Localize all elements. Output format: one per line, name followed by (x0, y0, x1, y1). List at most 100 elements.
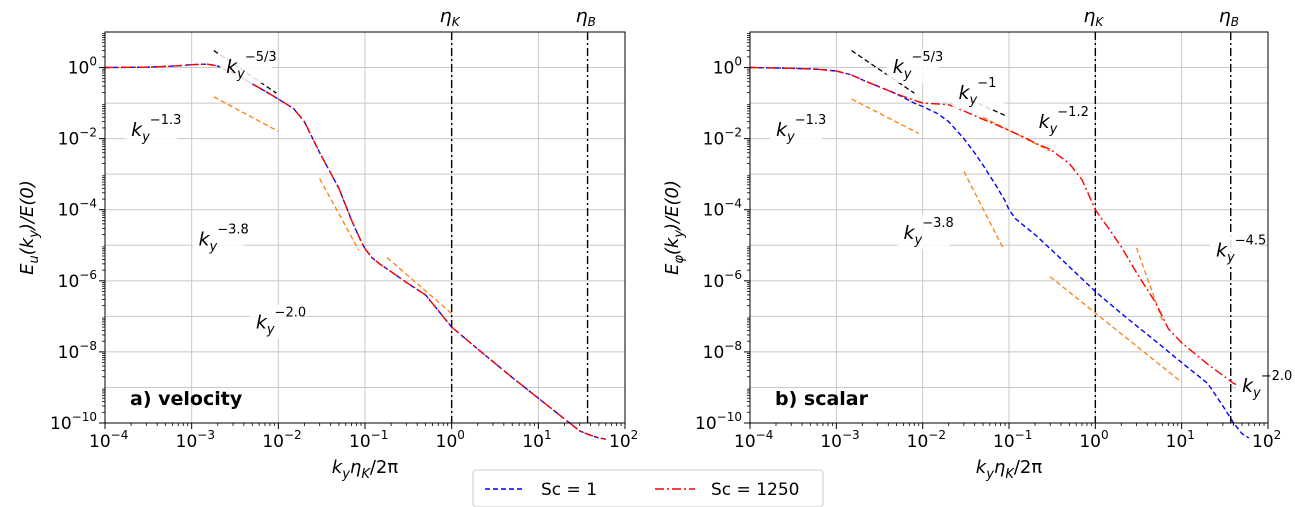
x-tick-exponent: 1 (1187, 428, 1195, 442)
slope-label-subscript: y (1252, 386, 1261, 401)
vline-label-symbol: η (576, 5, 588, 27)
x-tick-exponent: 0 (1101, 428, 1109, 442)
slope-label-subscript: y (1049, 122, 1058, 137)
x-axis-label-rest: /2π (370, 457, 399, 478)
vline-label-symbol: η (1083, 5, 1095, 27)
x-axis-label-sub-y: y (985, 467, 994, 482)
slope-label: ky −3.8 (904, 216, 954, 248)
x-tick-base: 10 (609, 432, 631, 452)
slope-label-base: k (256, 312, 268, 334)
x-tick-base: 10 (907, 432, 929, 452)
y-tick-label: 10−2 (703, 126, 742, 150)
x-tick-exponent: 2 (631, 428, 639, 442)
y-tick-exponent: −8 (724, 339, 742, 353)
y-tick-label: 10−6 (703, 268, 742, 292)
vline-label-subscript: B (1231, 15, 1239, 29)
vline-label-subscript: K (1095, 15, 1104, 29)
y-tick-exponent: −6 (724, 268, 742, 282)
slope-label-exponent: −1.2 (1057, 105, 1089, 120)
slope-label: ky−1.3 (131, 113, 181, 145)
reference-slope-line (1049, 276, 1183, 383)
y-axis-label-k: (k (662, 236, 683, 255)
vline-label-subscript: B (588, 15, 596, 29)
x-tick-exponent: −1 (371, 428, 389, 442)
y-tick-base: 10 (58, 343, 80, 363)
slope-label-exponent: −2.0 (1261, 369, 1293, 384)
y-tick-base: 10 (58, 201, 80, 221)
y-tick-base: 10 (703, 272, 725, 292)
y-tick-base: 10 (58, 272, 80, 292)
legend-box (472, 469, 824, 507)
x-tick-label: 10−1 (993, 428, 1032, 452)
slope-label-subscript: y (1226, 251, 1235, 266)
slope-label-background (1210, 232, 1263, 267)
x-tick-label: 102 (609, 428, 638, 452)
reference-slope-line (963, 171, 1004, 249)
x-tick-exponent: 0 (457, 428, 465, 442)
slope-label-subscript: y (236, 67, 245, 82)
slope-label-exponent: −4.5 (1235, 234, 1267, 249)
y-axis-label-sub-y: y (672, 230, 687, 239)
y-axis-label-rest: )/E(0) (17, 180, 38, 232)
x-axis-label: kyηK/2π (332, 457, 399, 482)
x-axis-label-eta: η (350, 457, 361, 478)
series-line-sc1250 (749, 66, 1250, 390)
reference-slope-line (851, 98, 920, 135)
slope-label-subscript: y (786, 130, 795, 145)
series-line-sc1 (749, 66, 1250, 439)
vline-label-eta-k: ηK (440, 5, 461, 29)
x-tick-base: 10 (1252, 432, 1274, 452)
slope-label: ky−4.5 (1216, 234, 1266, 266)
slope-label-base: k (226, 56, 238, 78)
slope-label-subscript: y (209, 239, 218, 254)
reference-slope-line (319, 178, 360, 251)
x-tick-exponent: 2 (1274, 428, 1282, 442)
y-tick-exponent: −6 (79, 268, 97, 282)
vline-label-subscript: K (452, 15, 461, 29)
slope-label-background (769, 111, 822, 146)
y-axis-label-sub: φ (672, 255, 687, 264)
slope-label: ky−2.0 (1242, 369, 1292, 401)
legend-label: Sc = 1250 (711, 480, 799, 500)
y-tick-exponent: −8 (79, 339, 97, 353)
slope-label-base: k (131, 119, 143, 141)
legend: Sc = 1 Sc = 1250 (472, 469, 824, 507)
panel-label: a) velocity (130, 388, 243, 410)
slope-label-exponent: −2.0 (275, 306, 307, 321)
slope-label-base: k (904, 222, 916, 244)
x-tick-label: 102 (1252, 428, 1281, 452)
x-axis-label-sub-y: y (341, 467, 350, 482)
slope-label-background (1032, 103, 1085, 138)
x-tick-label: 10−4 (89, 428, 128, 452)
slope-label: ky −3.8 (199, 222, 249, 254)
slope-label-base: k (958, 82, 970, 104)
y-tick-label: 10−10 (695, 410, 742, 434)
slope-label-background (952, 75, 1005, 110)
vline-label-symbol: η (1219, 5, 1231, 27)
y-tick-base: 10 (695, 414, 717, 434)
y-tick-exponent: 0 (734, 55, 742, 69)
x-axis-label: kyηK/2π (976, 457, 1043, 482)
legend-label: Sc = 1 (541, 480, 597, 500)
slope-label-background (192, 221, 245, 256)
x-tick-label: 10−3 (176, 428, 215, 452)
reference-slope-line (851, 50, 915, 94)
x-tick-label: 101 (522, 428, 551, 452)
y-tick-exponent: 0 (89, 55, 97, 69)
slope-label-background (897, 215, 950, 250)
x-tick-exponent: −4 (111, 428, 129, 442)
x-tick-base: 10 (1079, 432, 1101, 452)
x-tick-base: 10 (436, 432, 458, 452)
x-tick-base: 10 (522, 432, 544, 452)
y-tick-exponent: −10 (72, 410, 97, 424)
y-tick-label: 100 (713, 55, 742, 79)
slope-label-subscript: y (914, 233, 923, 248)
vline-label-symbol: η (440, 5, 452, 27)
slope-label: ky −1 (958, 76, 996, 108)
x-tick-label: 10−3 (820, 428, 859, 452)
x-tick-exponent: −4 (756, 428, 774, 442)
slope-label-exponent: −5/3 (245, 50, 277, 65)
slope-label-base: k (1216, 240, 1228, 262)
x-tick-base: 10 (89, 432, 111, 452)
